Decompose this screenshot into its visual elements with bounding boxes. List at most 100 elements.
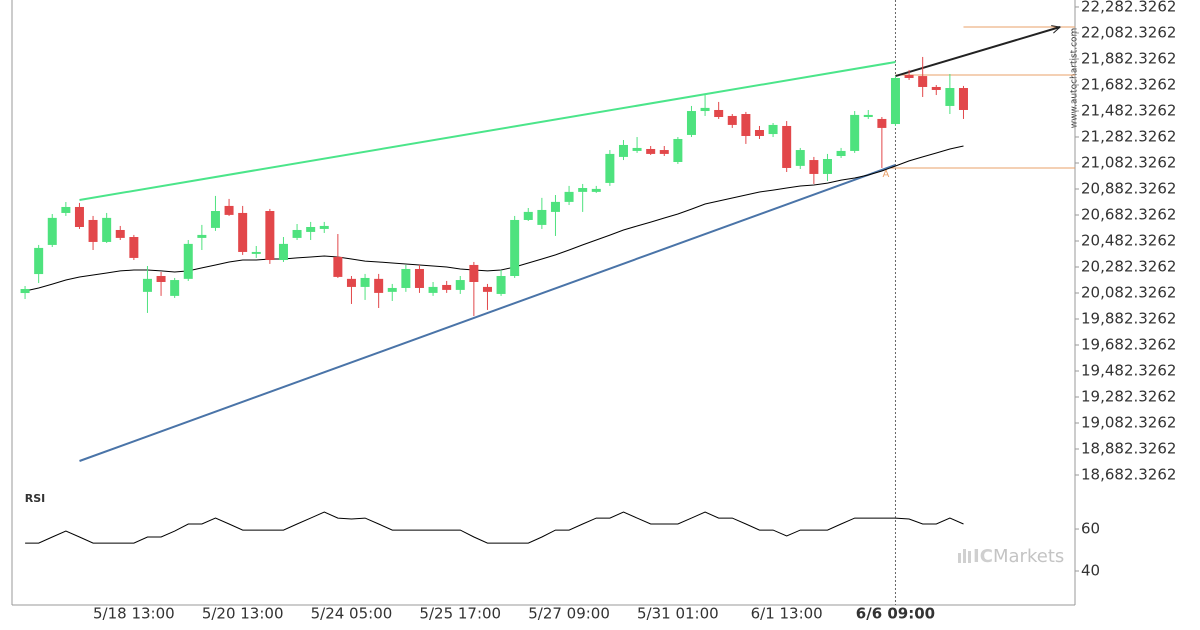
candle-body bbox=[605, 153, 615, 183]
y-tick-label: 18,682.3262 bbox=[1081, 466, 1176, 484]
candle-body bbox=[374, 278, 384, 293]
y-tick-label: 60 bbox=[1081, 520, 1100, 538]
watermark-logo bbox=[958, 549, 971, 563]
candle-body bbox=[278, 243, 288, 261]
x-tick-label: 5/18 13:00 bbox=[93, 605, 175, 623]
x-tick-label: 5/24 05:00 bbox=[311, 605, 393, 623]
candle-body bbox=[74, 206, 84, 227]
annotation: A bbox=[883, 169, 890, 180]
candle-body bbox=[346, 278, 356, 287]
y-tick-label: 21,082.3262 bbox=[1081, 153, 1176, 171]
candle-body bbox=[754, 130, 764, 136]
rsi-line bbox=[25, 511, 964, 544]
watermark-markets: Markets bbox=[993, 546, 1064, 567]
candle-body bbox=[768, 124, 778, 135]
candle-body bbox=[918, 76, 928, 87]
logo-bar bbox=[963, 549, 966, 563]
y-tick-label: 21,882.3262 bbox=[1081, 49, 1176, 67]
watermark-ic: IC bbox=[973, 546, 993, 567]
rsi-title: RSI bbox=[25, 492, 46, 505]
y-tick-label: 20,882.3262 bbox=[1081, 179, 1176, 197]
candle-body bbox=[47, 217, 57, 245]
candle-body bbox=[782, 125, 792, 168]
candle-body bbox=[836, 150, 846, 157]
candle-body bbox=[809, 160, 819, 174]
y-tick-label: 20,682.3262 bbox=[1081, 205, 1176, 223]
candle-body bbox=[482, 286, 492, 292]
candle-body bbox=[632, 147, 642, 151]
y-tick-label: 19,282.3262 bbox=[1081, 388, 1176, 406]
candle-body bbox=[945, 88, 955, 106]
candle-body bbox=[578, 187, 588, 192]
candle-body bbox=[360, 277, 370, 287]
candle-body bbox=[170, 280, 180, 296]
candle-body bbox=[197, 234, 207, 238]
y-tick-label: 21,282.3262 bbox=[1081, 127, 1176, 145]
candle-body bbox=[537, 209, 547, 225]
x-tick-label: 6/6 09:00 bbox=[856, 605, 935, 623]
candle-body bbox=[591, 188, 601, 192]
candle-body bbox=[673, 138, 683, 162]
candle-body bbox=[142, 278, 152, 292]
candle-body bbox=[877, 118, 887, 128]
candle-body bbox=[224, 205, 234, 215]
candle-body bbox=[958, 88, 968, 110]
candle-body bbox=[700, 107, 710, 112]
candle-body bbox=[550, 201, 560, 212]
y-tick-label: 20,282.3262 bbox=[1081, 257, 1176, 275]
candle-body bbox=[306, 226, 316, 232]
y-tick-label: 19,082.3262 bbox=[1081, 414, 1176, 432]
candle-body bbox=[510, 219, 520, 277]
candle-body bbox=[442, 284, 452, 290]
y-tick-label: 21,682.3262 bbox=[1081, 75, 1176, 93]
y-tick-label: 18,882.3262 bbox=[1081, 440, 1176, 458]
candle-body bbox=[523, 211, 533, 220]
y-tick-label: 22,282.3262 bbox=[1081, 0, 1176, 15]
candle-body bbox=[319, 225, 329, 229]
y-tick-label: 19,482.3262 bbox=[1081, 362, 1176, 380]
candle-body bbox=[88, 219, 98, 242]
candle-body bbox=[890, 78, 900, 125]
trend-line bbox=[79, 61, 896, 201]
candle-body bbox=[428, 286, 438, 293]
candle-body bbox=[659, 150, 669, 154]
candle-body bbox=[156, 276, 166, 282]
candle-body bbox=[564, 191, 574, 202]
candle-body bbox=[61, 206, 71, 213]
candle-body bbox=[863, 114, 873, 118]
candle-body bbox=[333, 256, 343, 277]
y-tick-label: 20,082.3262 bbox=[1081, 283, 1176, 301]
candle-body bbox=[469, 264, 479, 282]
y-tick-label: 40 bbox=[1081, 562, 1100, 580]
candle-body bbox=[496, 276, 506, 294]
logo-bar bbox=[958, 553, 961, 563]
candle-body bbox=[931, 86, 941, 90]
candle-body bbox=[904, 75, 914, 79]
logo-bar bbox=[968, 551, 971, 563]
candle-body bbox=[401, 268, 411, 288]
candle-body bbox=[850, 114, 860, 151]
candle-body bbox=[20, 289, 30, 294]
trend-line bbox=[79, 164, 896, 462]
candle-body bbox=[129, 237, 139, 258]
y-tick-label: 19,882.3262 bbox=[1081, 309, 1176, 327]
x-tick-label: 5/20 13:00 bbox=[202, 605, 284, 623]
y-tick-label: 20,482.3262 bbox=[1081, 231, 1176, 249]
candle-body bbox=[210, 211, 220, 228]
candle-body bbox=[115, 229, 125, 238]
candle-body bbox=[414, 268, 424, 288]
candle-body bbox=[102, 217, 112, 242]
candle-body bbox=[455, 280, 465, 290]
x-tick-label: 5/31 01:00 bbox=[637, 605, 719, 623]
candle-body bbox=[183, 243, 193, 279]
x-tick-label: 5/27 09:00 bbox=[528, 605, 610, 623]
candle-body bbox=[686, 111, 696, 135]
candle-body bbox=[251, 251, 261, 254]
trend-line bbox=[895, 26, 1061, 78]
candle-body bbox=[292, 229, 302, 238]
candle-body bbox=[822, 158, 832, 174]
candle-body bbox=[34, 247, 44, 275]
moving-average bbox=[24, 145, 964, 292]
y-tick-label: 19,682.3262 bbox=[1081, 335, 1176, 353]
candle-body bbox=[741, 114, 751, 136]
